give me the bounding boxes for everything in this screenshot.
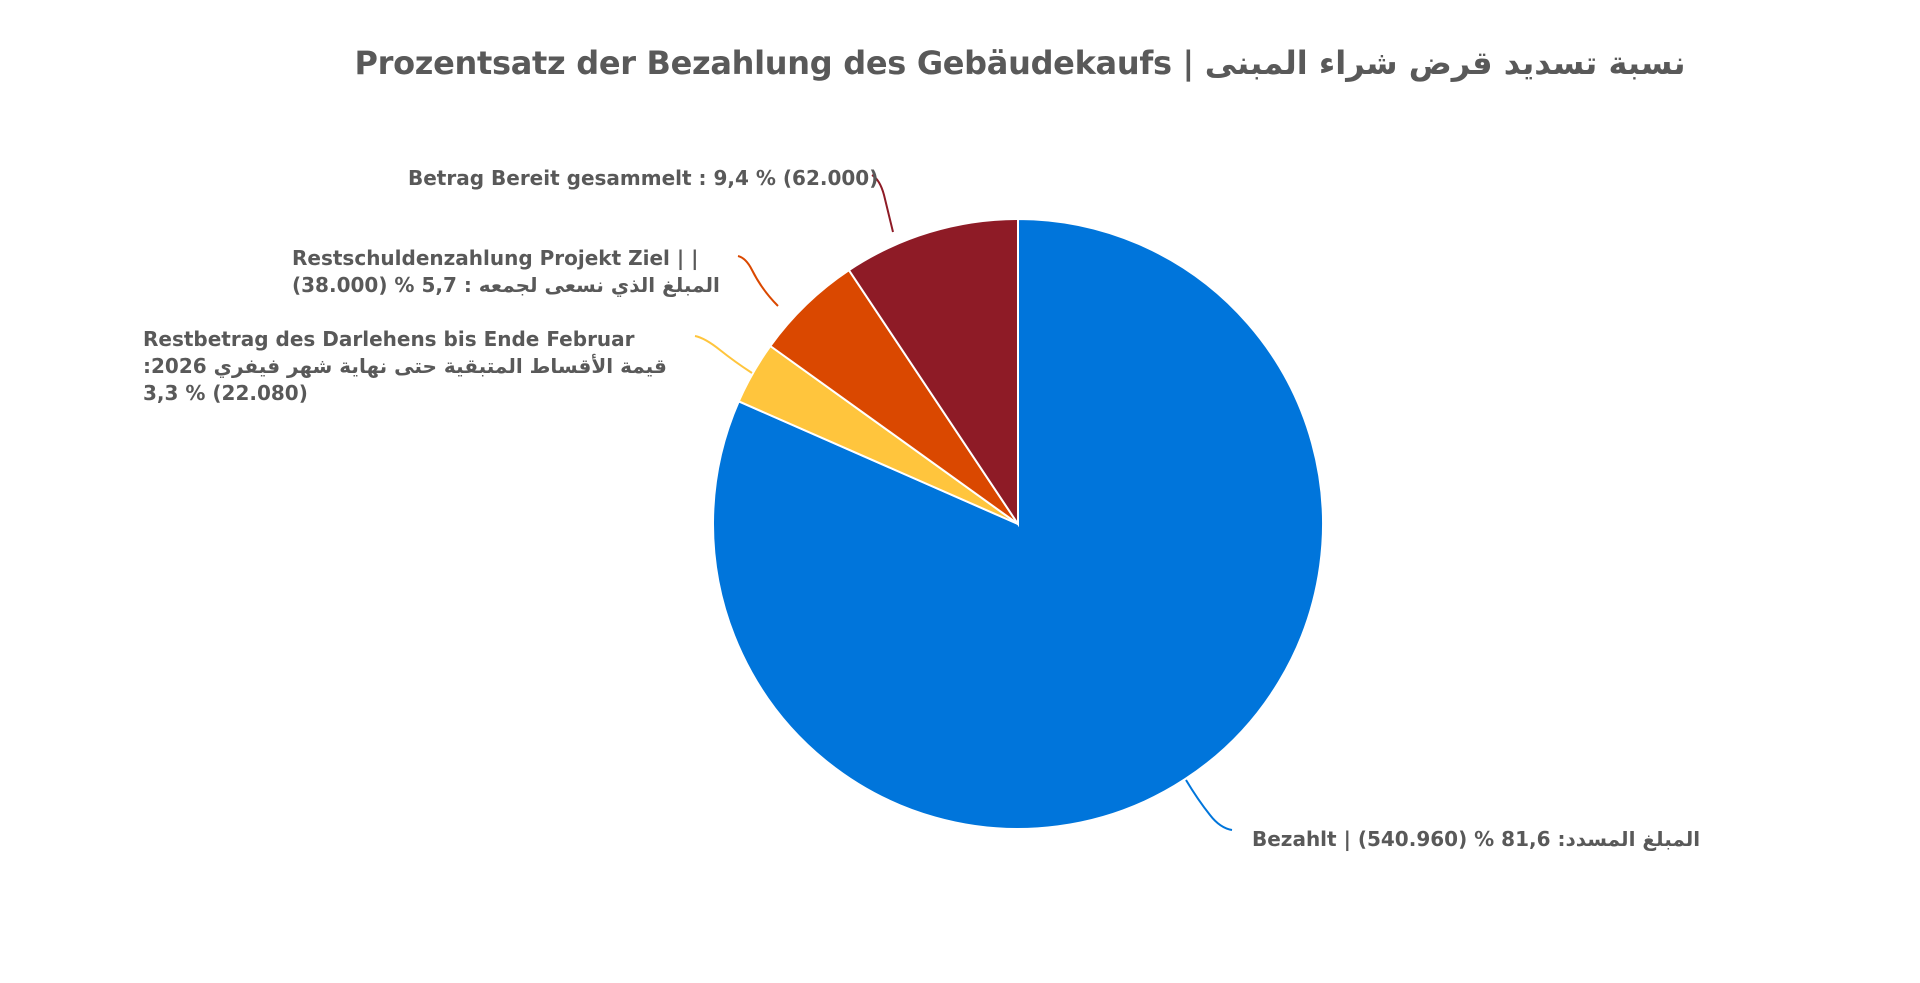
pie-slice-3 [847, 217, 1019, 528]
data-label-remaining-line2: قيمة الأقساط المتبقية حتى نهاية شهر فيفر… [143, 354, 667, 378]
data-label-paid: Bezahlt | (540.960) % 81,6 :المبلغ المسد… [1252, 826, 1700, 853]
data-label-target-line2: المبلغ الذي نسعى لجمعه : 5,7 % (38.000) [292, 273, 720, 297]
leader-line-paid [1185, 779, 1233, 831]
data-label-collected-line1: Betrag Bereit gesammelt : 9,4 % (62.000) [408, 166, 879, 190]
data-label-remaining-line1: Restbetrag des Darlehens bis Ende Februa… [143, 327, 635, 351]
pie-slices [712, 217, 1324, 830]
leader-line-remaining [694, 335, 753, 374]
data-label-collected: Betrag Bereit gesammelt : 9,4 % (62.000) [408, 165, 878, 192]
data-label-target: Restschuldenzahlung Projekt Ziel | | الم… [292, 245, 720, 299]
data-label-remaining-line3: 3,3 % (22.080) [143, 381, 308, 405]
data-label-target-line1: Restschuldenzahlung Projekt Ziel | | [292, 246, 699, 270]
data-label-remaining: Restbetrag des Darlehens bis Ende Februa… [143, 326, 667, 407]
leader-line-target [737, 255, 779, 307]
leader-line-collected [871, 174, 894, 233]
data-label-paid-line1: Bezahlt | (540.960) % 81,6 :المبلغ المسد… [1252, 827, 1701, 851]
chart-title: Prozentsatz der Bezahlung des Gebäudekau… [354, 44, 1686, 82]
